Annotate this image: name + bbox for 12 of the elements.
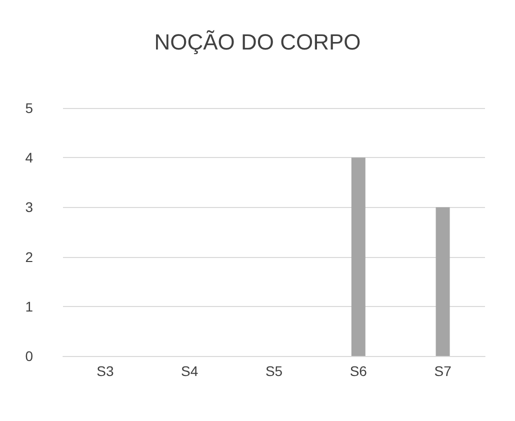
x-tick-label: S5 <box>265 363 283 379</box>
y-tick-label: 1 <box>25 298 34 314</box>
x-tick-label: S3 <box>96 363 114 379</box>
y-tick-label: 5 <box>25 100 34 116</box>
y-tick-label: 2 <box>25 248 34 265</box>
x-tick-label: S6 <box>350 363 368 379</box>
x-tick-label: S4 <box>181 363 198 379</box>
x-tick-label: S7 <box>434 363 452 379</box>
y-tick-label: 3 <box>25 199 34 216</box>
y-tick-label: 4 <box>25 150 34 166</box>
chart-title: NOÇÃO DO CORPO <box>154 30 361 54</box>
y-tick-label: 0 <box>25 348 34 364</box>
